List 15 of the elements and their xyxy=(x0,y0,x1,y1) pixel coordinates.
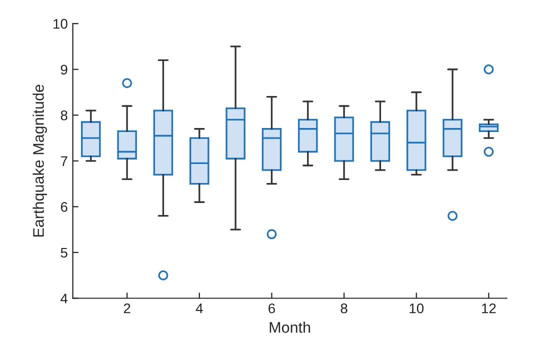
x-tick-label: 6 xyxy=(268,303,275,314)
y-tick-label: 10 xyxy=(54,18,68,29)
x-tick-label: 2 xyxy=(124,303,130,314)
x-tick-label: 12 xyxy=(482,303,496,314)
x-axis-title: Month xyxy=(270,322,310,333)
y-tick-label: 7 xyxy=(60,156,68,166)
y-tick-label: 6 xyxy=(60,202,68,212)
y-tick-label: 5 xyxy=(60,248,68,258)
y-tick-label: 8 xyxy=(60,110,68,120)
y-tick-label: 9 xyxy=(60,64,68,75)
x-tick-label: 10 xyxy=(410,303,424,314)
x-tick-label: 8 xyxy=(340,303,348,314)
x-tick-label: 4 xyxy=(196,304,203,314)
y-tick-label: 4 xyxy=(60,294,68,304)
y-axis-title: Earthquake Magnitude xyxy=(32,84,47,237)
